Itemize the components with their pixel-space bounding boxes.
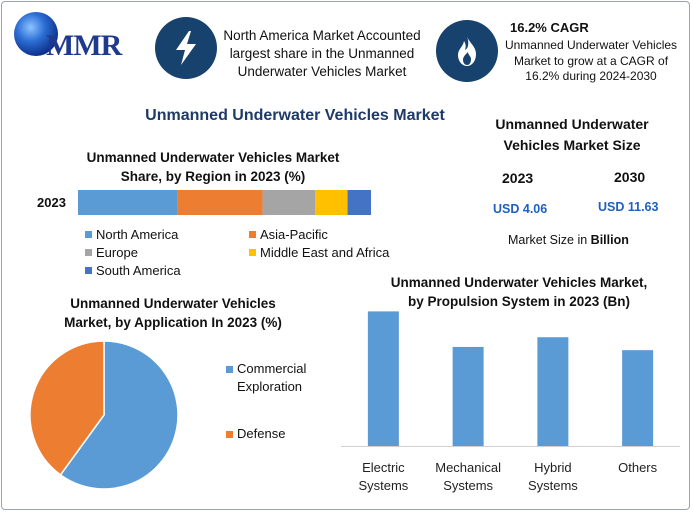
region-legend-item: Middle East and Africa [249,245,389,260]
pie-slice-commercial-exploration [59,340,179,490]
info-north-america: North America Market Accounted largest s… [223,28,421,79]
cagr-description: Unmanned Underwater Vehicles Market to g… [504,38,678,83]
region-bar-segment-europe [262,190,316,215]
propulsion-bar-mechanical-systems [452,346,484,446]
region-bar-segment-north-america [78,190,178,215]
legend-swatch [249,231,256,238]
market-size-year-2030: 2030 [614,169,646,185]
legend-swatch [85,231,92,238]
cagr-title: 16.2% CAGR [510,20,589,35]
legend-label: Defense [237,426,286,441]
propulsion-bar-hybrid-systems [537,337,569,446]
propulsion-tick-label-line: Systems [358,478,408,493]
brand-name: MMR [46,29,122,62]
propulsion-tick-label-line: Hybrid [534,460,572,475]
region-bar-segment-asia-pacific [177,190,263,215]
propulsion-tick-label-line: Systems [528,478,578,493]
propulsion-tick-label: Hybrid Systems [528,460,578,493]
legend-swatch [85,267,92,274]
propulsion-tick-label-line: Systems [443,478,493,493]
market-size-note-text: Market Size in [508,233,591,247]
main-title: Unmanned Underwater Vehicles Market [145,107,445,124]
region-bar-segment-middle-east-and-africa [315,190,348,215]
pie-slice-defense [29,340,105,476]
application-legend-item: Commercial Exploration [226,360,319,396]
region-legend-item: Asia-Pacific [249,227,328,242]
market-size-value-2023: USD 4.06 [493,202,548,216]
legend-swatch [226,431,233,439]
market-size-note-unit: Billion [590,233,629,247]
region-chart-category: 2023 [37,195,66,210]
legend-swatch [249,249,256,256]
region-legend-item: South America [85,263,181,278]
application-chart-title: Unmanned Underwater Vehicles Market, by … [64,296,282,330]
flame-icon [436,20,498,82]
legend-label: North America [96,227,179,242]
propulsion-tick-label-line: Mechanical [435,460,501,475]
region-legend-item: Europe [85,245,138,260]
propulsion-bar-others [622,350,654,446]
propulsion-tick-label: Mechanical Systems [435,460,501,493]
propulsion-tick-label: Others [618,460,658,475]
legend-swatch [85,249,92,256]
lightning-icon [155,17,217,79]
region-legend-item: North America [85,227,178,242]
application-legend-item: Defense [226,425,319,443]
region-chart-title: Unmanned Underwater Vehicles Market Shar… [86,150,340,184]
legend-label: Asia-Pacific [260,227,328,242]
market-size-value-2030: USD 11.63 [598,200,659,214]
legend-label: Europe [96,245,138,260]
propulsion-bar-electric-systems [367,311,399,446]
propulsion-chart-title: Unmanned Underwater Vehicles Market, by … [390,275,648,309]
market-size-title: Unmanned Underwater Vehicles Market Size [495,116,649,153]
region-bar-segment-south-america [347,190,371,215]
market-size-note: Market Size in Billion [508,233,629,247]
legend-label: Middle East and Africa [260,245,390,260]
market-size-year-2023: 2023 [502,170,534,186]
propulsion-tick-label: Electric Systems [358,460,408,493]
propulsion-tick-label-line: Electric [362,460,405,475]
propulsion-tick-label-line: Others [618,460,658,475]
legend-swatch [226,366,233,374]
legend-label: South America [96,263,181,278]
globe-icon [14,12,58,56]
legend-label: Commercial Exploration [237,361,307,394]
